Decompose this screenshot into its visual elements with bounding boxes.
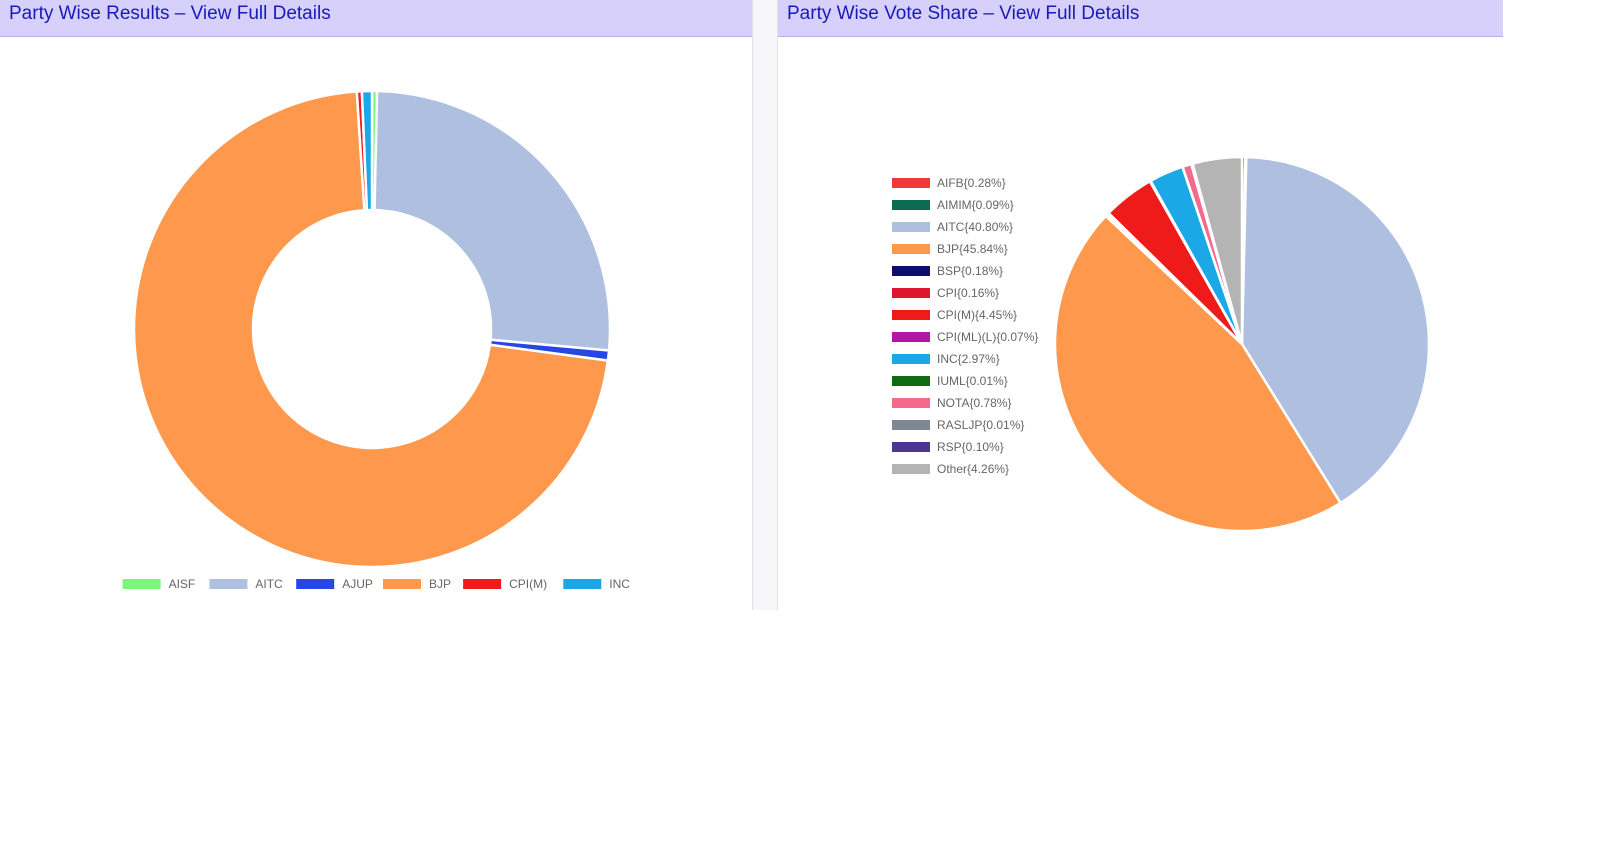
- party-wise-vote-share-panel: Party Wise Vote Share – View Full Detail…: [778, 0, 1503, 610]
- vote-share-legend-label-aifb: AIFB{0.28%}: [937, 176, 1006, 190]
- vote-share-legend-item-bjp[interactable]: BJP{45.84%}: [892, 242, 1008, 256]
- vote-share-legend-swatch-aitc: [892, 222, 930, 232]
- results-legend-item-aisf[interactable]: AISF: [122, 577, 196, 591]
- results-legend-swatch-inc: [563, 579, 602, 589]
- results-legend-item-bjp[interactable]: BJP: [383, 577, 451, 591]
- vote-share-legend-swatch-iuml: [892, 376, 930, 386]
- vote-share-legend-item-aimim[interactable]: AIMIM{0.09%}: [892, 198, 1014, 212]
- vote-share-legend-item-nota[interactable]: NOTA{0.78%}: [892, 396, 1011, 410]
- vote-share-legend-swatch-cpi-ml-l: [892, 332, 930, 342]
- vote-share-slice-aitc[interactable]: [1240, 155, 1431, 505]
- results-slice-aitc[interactable]: [373, 89, 612, 352]
- results-legend-label-bjp: BJP: [429, 577, 451, 591]
- vote-share-legend-swatch-nota: [892, 398, 930, 408]
- vote-share-legend-swatch-inc: [892, 354, 930, 364]
- results-legend-item-ajup[interactable]: AJUP: [296, 577, 373, 591]
- vote-share-legend-swatch-aifb: [892, 178, 930, 188]
- vote-share-legend-label-bjp: BJP{45.84%}: [937, 242, 1008, 256]
- vote-share-legend-swatch-bjp: [892, 244, 930, 254]
- results-legend-swatch-aisf: [122, 579, 161, 589]
- vote-share-legend-label-cpi: CPI{0.16%}: [937, 286, 999, 300]
- party-wise-vote-share-link[interactable]: Party Wise Vote Share – View Full Detail…: [787, 3, 1140, 24]
- vote-share-legend-item-cpi-m[interactable]: CPI(M){4.45%}: [892, 308, 1017, 322]
- vote-share-legend-label-bsp: BSP{0.18%}: [937, 264, 1003, 278]
- results-legend-swatch-cpi-m: [463, 579, 502, 589]
- vote-share-legend-label-iuml: IUML{0.01%}: [937, 374, 1008, 388]
- results-legend-label-aitc: AITC: [255, 577, 283, 591]
- vote-share-legend-label-rasljp: RASLJP{0.01%}: [937, 418, 1024, 432]
- results-legend-label-inc: INC: [609, 577, 630, 591]
- vote-share-legend-swatch-cpi-m: [892, 310, 930, 320]
- vote-share-legend-swatch-rsp: [892, 442, 930, 452]
- party-wise-results-panel: Party Wise Results – View Full Details A…: [0, 0, 752, 610]
- results-legend-swatch-aitc: [209, 579, 248, 589]
- vote-share-legend-item-aifb[interactable]: AIFB{0.28%}: [892, 176, 1006, 190]
- results-legend-item-inc[interactable]: INC: [563, 577, 630, 591]
- vote-share-legend-label-nota: NOTA{0.78%}: [937, 396, 1011, 410]
- vote-share-legend-item-inc[interactable]: INC{2.97%}: [892, 352, 1000, 366]
- vote-share-legend-swatch-other: [892, 464, 930, 474]
- vote-share-legend-item-rasljp[interactable]: RASLJP{0.01%}: [892, 418, 1024, 432]
- vote-share-slice-bjp[interactable]: [1053, 214, 1343, 533]
- results-legend-label-aisf: AISF: [169, 577, 196, 591]
- vote-share-legend-label-cpi-ml-l: CPI(ML)(L){0.07%}: [937, 330, 1038, 344]
- vote-share-legend-swatch-cpi: [892, 288, 930, 298]
- vote-share-legend-item-cpi[interactable]: CPI{0.16%}: [892, 286, 999, 300]
- results-legend-label-cpi-m: CPI(M): [509, 577, 547, 591]
- party-wise-vote-share-header: Party Wise Vote Share – View Full Detail…: [778, 0, 1503, 37]
- vote-share-legend-label-rsp: RSP{0.10%}: [937, 440, 1004, 454]
- vote-share-legend-label-aitc: AITC{40.80%}: [937, 220, 1013, 234]
- party-wise-results-header: Party Wise Results – View Full Details: [0, 0, 752, 37]
- panel-divider: [752, 0, 778, 610]
- vote-share-legend-label-other: Other{4.26%}: [937, 462, 1009, 476]
- vote-share-legend-label-aimim: AIMIM{0.09%}: [937, 198, 1014, 212]
- party-wise-vote-share-chart: AIFB{0.28%} AIMIM{0.09%} AITC{40.80%} BJP{4…: [892, 155, 1431, 533]
- vote-share-legend-item-aitc[interactable]: AITC{40.80%}: [892, 220, 1013, 234]
- vote-share-legend-item-other[interactable]: Other{4.26%}: [892, 462, 1009, 476]
- vote-share-legend-label-inc: INC{2.97%}: [937, 352, 1000, 366]
- vote-share-legend-swatch-aimim: [892, 200, 930, 210]
- results-slice-bjp[interactable]: [132, 90, 610, 569]
- vote-share-legend-label-cpi-m: CPI(M){4.45%}: [937, 308, 1017, 322]
- results-legend-item-aitc[interactable]: AITC: [209, 577, 283, 591]
- results-slice-inc[interactable]: [360, 89, 374, 212]
- vote-share-legend-swatch-rasljp: [892, 420, 930, 430]
- vote-share-legend-item-iuml[interactable]: IUML{0.01%}: [892, 374, 1008, 388]
- results-legend-swatch-ajup: [296, 579, 335, 589]
- results-legend-swatch-bjp: [383, 579, 421, 589]
- results-legend-label-ajup: AJUP: [342, 577, 373, 591]
- vote-share-legend-item-cpi-ml-l[interactable]: CPI(ML)(L){0.07%}: [892, 330, 1038, 344]
- vote-share-legend-item-bsp[interactable]: BSP{0.18%}: [892, 264, 1003, 278]
- vote-share-legend-item-rsp[interactable]: RSP{0.10%}: [892, 440, 1004, 454]
- vote-share-legend-swatch-bsp: [892, 266, 930, 276]
- party-wise-results-link[interactable]: Party Wise Results – View Full Details: [9, 3, 331, 24]
- party-wise-results-chart: AISF AITC AJUP BJP CPI(M) INC: [122, 89, 630, 591]
- results-legend-item-cpi-m[interactable]: CPI(M): [463, 577, 547, 591]
- vote-share-slice-other[interactable]: [1191, 155, 1244, 345]
